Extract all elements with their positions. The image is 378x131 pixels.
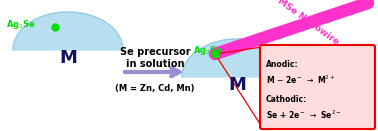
- Text: Cathodic:: Cathodic:: [266, 95, 307, 104]
- Text: (M = Zn, Cd, Mn): (M = Zn, Cd, Mn): [115, 83, 195, 92]
- Text: M: M: [228, 76, 246, 94]
- Text: MSe Nanowire: MSe Nanowire: [276, 0, 340, 47]
- FancyBboxPatch shape: [260, 45, 375, 129]
- Text: M: M: [59, 49, 77, 67]
- Text: M $-$ 2e$^-$ $\rightarrow$ M$^{2+}$: M $-$ 2e$^-$ $\rightarrow$ M$^{2+}$: [266, 74, 335, 86]
- Text: Anodic:: Anodic:: [266, 60, 299, 69]
- Polygon shape: [182, 39, 292, 77]
- Text: Ag$_2$Se: Ag$_2$Se: [193, 44, 223, 57]
- Text: Ag$_2$Se: Ag$_2$Se: [6, 18, 36, 31]
- Text: Se precursor
in solution: Se precursor in solution: [120, 47, 190, 69]
- Text: Se + 2e$^-$ $\rightarrow$ Se$^{2-}$: Se + 2e$^-$ $\rightarrow$ Se$^{2-}$: [266, 109, 342, 121]
- Polygon shape: [13, 12, 123, 50]
